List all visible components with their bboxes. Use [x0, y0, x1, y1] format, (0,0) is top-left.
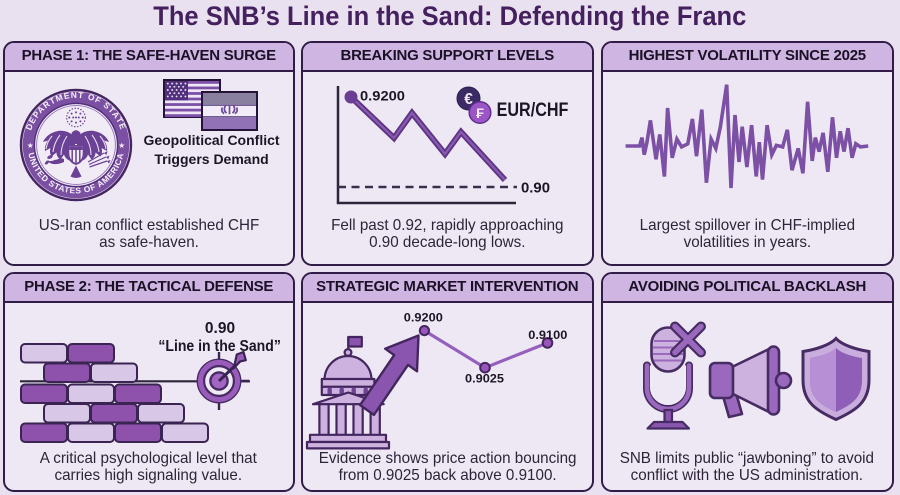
svg-text:€: € — [464, 91, 473, 108]
svg-text:EUR/CHF: EUR/CHF — [497, 100, 569, 121]
svg-text:0.9200: 0.9200 — [404, 311, 443, 325]
svg-text:0.9200: 0.9200 — [360, 88, 405, 104]
svg-text:0.9025: 0.9025 — [465, 372, 504, 386]
svg-text:₣: ₣ — [476, 105, 484, 121]
svg-text:★: ★ — [27, 141, 34, 150]
svg-text:0.9100: 0.9100 — [528, 328, 567, 342]
svg-text:0.90: 0.90 — [521, 181, 550, 197]
svg-text:★: ★ — [118, 141, 125, 150]
